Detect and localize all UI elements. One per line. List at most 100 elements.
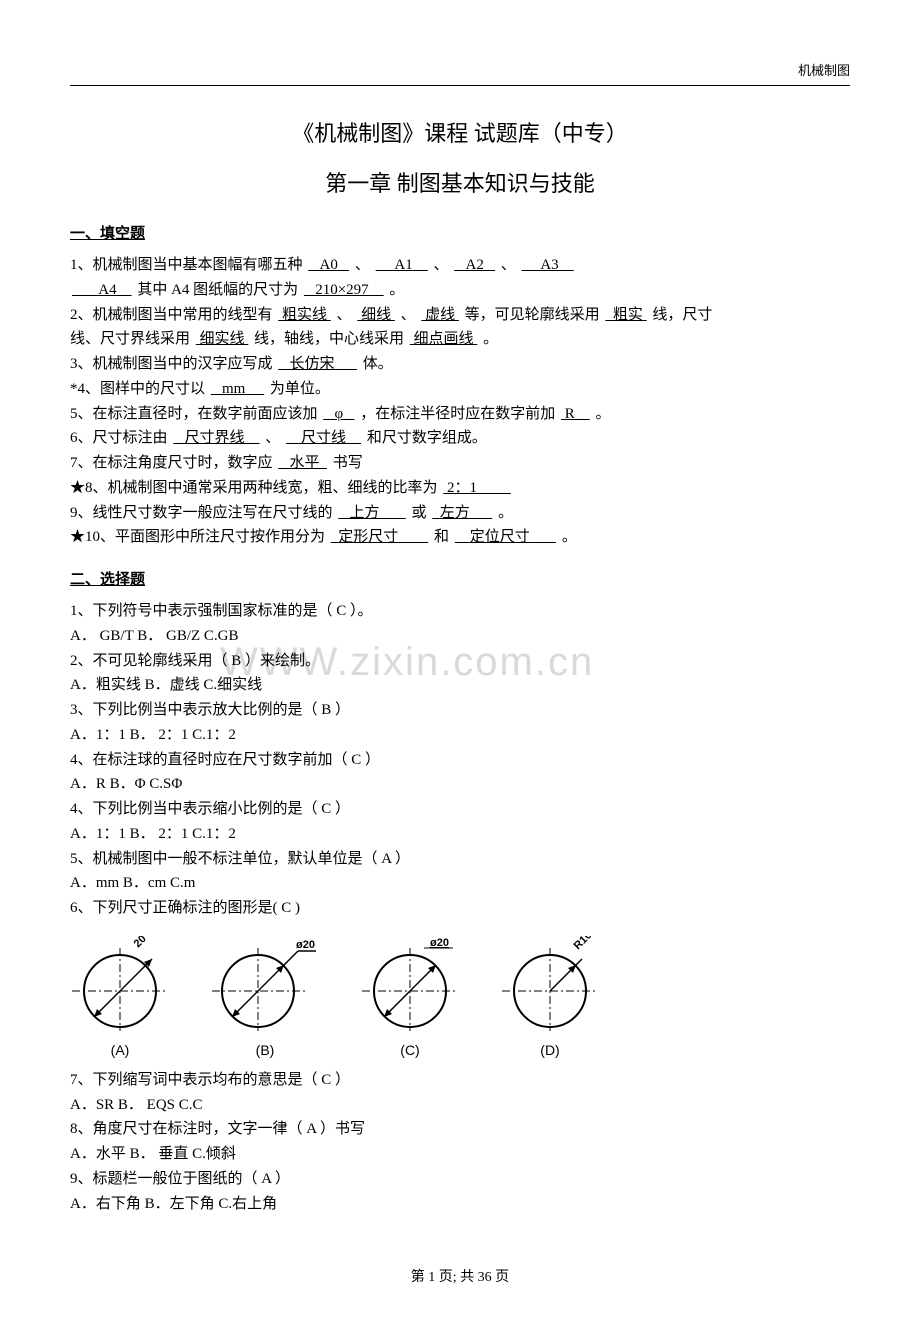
q2-a6: 细点画线 bbox=[408, 331, 480, 347]
q9-tail: 或 bbox=[412, 505, 427, 521]
q6-tail: 和尺寸数字组成。 bbox=[367, 430, 487, 446]
circle-diagram-c-icon: ø20 bbox=[360, 936, 460, 1031]
q1-size: 210×297 bbox=[302, 282, 386, 298]
diagram-a-label: (A) bbox=[70, 1042, 170, 1058]
q10-a2: 定位尺寸 bbox=[453, 529, 558, 545]
q2-t1: 等，可见轮廓线采用 bbox=[465, 307, 600, 323]
q2-stem: 2、机械制图当中常用的线型有 bbox=[70, 307, 273, 323]
q9-stem: 9、线性尺寸数字一般应注写在尺寸线的 bbox=[70, 505, 333, 521]
svg-text:20: 20 bbox=[132, 936, 149, 950]
svg-text:ø20: ø20 bbox=[430, 937, 449, 949]
fill-q5: 5、在标注直径时，在数字前面应该加 φ ，在标注半径时应在数字前加 R 。 bbox=[70, 402, 850, 427]
q10-a1: 定形尺寸 bbox=[329, 529, 431, 545]
diagram-d-label: (D) bbox=[500, 1042, 600, 1058]
q2-t4: 线，轴线，中心线采用 bbox=[254, 331, 404, 347]
q6-stem: 6、尺寸标注由 bbox=[70, 430, 168, 446]
choice-q3: 3、下列比例当中表示放大比例的是（ B ） bbox=[70, 698, 850, 723]
fill-q3: 3、机械制图当中的汉字应写成 长仿宋 体。 bbox=[70, 352, 850, 377]
choice-q6: 6、下列尺寸正确标注的图形是( C ) bbox=[70, 896, 850, 921]
q6-a2: 尺寸线 bbox=[284, 430, 363, 446]
q1-tail: 其中 A4 图纸幅的尺寸为 bbox=[137, 282, 298, 298]
q6-a1: 尺寸界线 bbox=[171, 430, 261, 446]
fill-q2: 2、机械制图当中常用的线型有 粗实线 、 细线 、 虚线 等，可见轮廓线采用 粗… bbox=[70, 303, 850, 328]
q7-a: 水平 bbox=[276, 455, 329, 471]
fill-q1: 1、机械制图当中基本图幅有哪五种 A0 、 A1 、 A2 、 A3 bbox=[70, 253, 850, 278]
choice-q7: 7、下列缩写词中表示均布的意思是（ C ） bbox=[70, 1068, 850, 1093]
choice-q2: 2、不可见轮廓线采用（ B ）来绘制。 bbox=[70, 649, 850, 674]
q10-stem: ★10、平面图形中所注尺寸按作用分为 bbox=[70, 529, 325, 545]
fill-q6: 6、尺寸标注由 尺寸界线 、 尺寸线 和尺寸数字组成。 bbox=[70, 426, 850, 451]
q1-a3: A3 bbox=[520, 257, 576, 273]
fill-q7: 7、在标注角度尺寸时，数字应 水平 书写 bbox=[70, 451, 850, 476]
circle-diagram-a-icon: 20 bbox=[70, 936, 170, 1031]
q4-tail: 为单位。 bbox=[270, 381, 330, 397]
fill-q4: *4、图样中的尺寸以 mm 为单位。 bbox=[70, 377, 850, 402]
q3-tail: 体。 bbox=[363, 356, 393, 372]
q2-a1: 粗实线 bbox=[276, 307, 333, 323]
q2-t2: 线，尺寸 bbox=[652, 307, 712, 323]
diagram-a: 20 (A) bbox=[70, 936, 170, 1058]
choice-q4: 4、在标注球的直径时应在尺寸数字前加（ C ） bbox=[70, 748, 850, 773]
section-fill-head: 一、填空题 bbox=[70, 222, 850, 243]
diagram-b: ø20 (B) bbox=[210, 936, 320, 1058]
fill-q1b: A4 其中 A4 图纸幅的尺寸为 210×297 。 bbox=[70, 278, 850, 303]
choice-q4-opts: A．R B．Φ C.SΦ bbox=[70, 772, 850, 797]
chapter-title: 第一章 制图基本知识与技能 bbox=[70, 166, 850, 198]
page-footer: 第 1 页; 共 36 页 bbox=[70, 1266, 850, 1286]
q1-a0: A0 bbox=[306, 257, 351, 273]
q3-stem: 3、机械制图当中的汉字应写成 bbox=[70, 356, 273, 372]
q1-a2: A2 bbox=[452, 257, 497, 273]
fill-q2b: 线、尺寸界线采用 细实线 线，轴线，中心线采用 细点画线 。 bbox=[70, 327, 850, 352]
fill-q8: ★8、机械制图中通常采用两种线宽，粗、细线的比率为 2：1 bbox=[70, 476, 850, 501]
diagram-c-label: (C) bbox=[360, 1042, 460, 1058]
q2-a5: 细实线 bbox=[194, 331, 251, 347]
q8-a: 2：1 bbox=[441, 480, 513, 496]
diagram-c: ø20 (C) bbox=[360, 936, 460, 1058]
choice-q9: 9、标题栏一般位于图纸的（ A ） bbox=[70, 1167, 850, 1192]
q10-tail: 和 bbox=[434, 529, 449, 545]
q8-stem: ★8、机械制图中通常采用两种线宽，粗、细线的比率为 bbox=[70, 480, 438, 496]
q2-a3: 虚线 bbox=[419, 307, 461, 323]
q7-stem: 7、在标注角度尺寸时，数字应 bbox=[70, 455, 273, 471]
section-choice-head: 二、选择题 bbox=[70, 568, 850, 589]
choice-q5: 5、机械制图中一般不标注单位，默认单位是（ A ） bbox=[70, 847, 850, 872]
choice-q2-opts: A．粗实线 B．虚线 C.细实线 bbox=[70, 673, 850, 698]
q7-tail: 书写 bbox=[333, 455, 363, 471]
svg-text:R10: R10 bbox=[572, 936, 595, 952]
q1-stem: 1、机械制图当中基本图幅有哪五种 bbox=[70, 257, 303, 273]
choice-q8: 8、角度尺寸在标注时，文字一律（ A ）书写 bbox=[70, 1117, 850, 1142]
q5-a2: R bbox=[559, 406, 592, 422]
diagram-row: 20 (A) ø20 (B) bbox=[70, 936, 850, 1058]
header-label: 机械制图 bbox=[70, 60, 850, 85]
choice-q5-opts: A．mm B．cm C.m bbox=[70, 871, 850, 896]
q1-a4: A4 bbox=[70, 282, 134, 298]
q9-a1: 上方 bbox=[336, 505, 408, 521]
choice-q4b-opts: A．1：1 B． 2：1 C.1：2 bbox=[70, 822, 850, 847]
q5-tail: ，在标注半径时应在数字前加 bbox=[360, 406, 555, 422]
q4-a: mm bbox=[209, 381, 266, 397]
q4-stem: *4、图样中的尺寸以 bbox=[70, 381, 205, 397]
q1-a1: A1 bbox=[374, 257, 430, 273]
q2-a4: 粗实 bbox=[603, 307, 648, 323]
q2-t3: 线、尺寸界线采用 bbox=[70, 331, 190, 347]
choice-q3-opts: A．1：1 B． 2：1 C.1：2 bbox=[70, 723, 850, 748]
choice-q1: 1、下列符号中表示强制国家标准的是（ C ）。 bbox=[70, 599, 850, 624]
circle-diagram-b-icon: ø20 bbox=[210, 936, 320, 1031]
choice-q8-opts: A．水平 B． 垂直 C.倾斜 bbox=[70, 1142, 850, 1167]
q3-a: 长仿宋 bbox=[276, 356, 359, 372]
circle-diagram-d-icon: R10 bbox=[500, 936, 600, 1031]
diagram-d: R10 (D) bbox=[500, 936, 600, 1058]
svg-text:ø20: ø20 bbox=[296, 939, 315, 951]
fill-q10: ★10、平面图形中所注尺寸按作用分为 定形尺寸 和 定位尺寸 。 bbox=[70, 525, 850, 550]
q2-a2: 细线 bbox=[355, 307, 397, 323]
choice-q7-opts: A．SR B． EQS C.C bbox=[70, 1093, 850, 1118]
horizontal-rule bbox=[70, 85, 850, 86]
choice-q1-opts: A． GB/T B． GB/Z C.GB bbox=[70, 624, 850, 649]
choice-q4b: 4、下列比例当中表示缩小比例的是（ C ） bbox=[70, 797, 850, 822]
page-title: 《机械制图》课程 试题库（中专） bbox=[70, 116, 850, 148]
q9-a2: 左方 bbox=[430, 505, 494, 521]
fill-q9: 9、线性尺寸数字一般应注写在尺寸线的 上方 或 左方 。 bbox=[70, 501, 850, 526]
q5-stem: 5、在标注直径时，在数字前面应该加 bbox=[70, 406, 318, 422]
q5-a1: φ bbox=[321, 406, 356, 422]
diagram-b-label: (B) bbox=[210, 1042, 320, 1058]
